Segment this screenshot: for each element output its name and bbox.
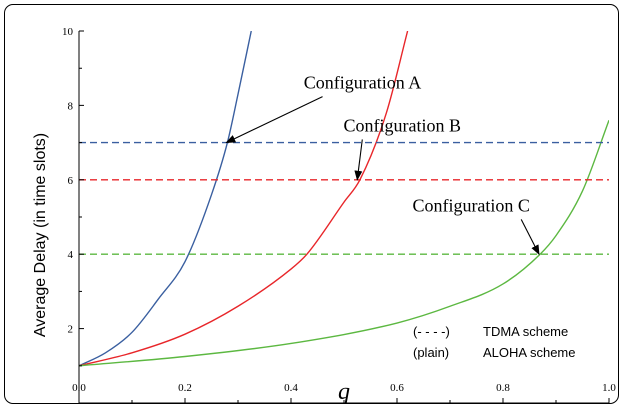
aloha-curve-config-c <box>79 120 609 367</box>
annotation-label: Configuration A <box>304 73 422 93</box>
y-tick-label: 10 <box>62 26 74 38</box>
legend-label-aloha: ALOHA scheme <box>483 345 576 360</box>
legend: (- - - -) TDMA scheme (plain) ALOHA scheme <box>413 324 576 360</box>
legend-marker-tdma: (- - - -) <box>413 324 450 339</box>
series-layer <box>79 31 609 367</box>
y-axis-label: Average Delay (in time slots) <box>32 133 49 337</box>
aloha-curve-config-b <box>79 31 409 367</box>
annotation-arrow <box>225 96 323 144</box>
annotation-arrow <box>520 219 540 256</box>
annotation-layer: Configuration A Configuration B Configurat… <box>225 73 540 256</box>
x-tick-label: 0.4 <box>284 382 298 394</box>
legend-label-tdma: TDMA scheme <box>483 324 568 339</box>
y-tick-label: 4 <box>68 249 74 261</box>
y-tick-label: 6 <box>68 175 74 187</box>
annotation-label: Configuration B <box>344 115 462 135</box>
legend-marker-aloha: (plain) <box>413 345 449 360</box>
annotation-label: Configuration C <box>412 195 530 215</box>
x-axis-label: q <box>338 379 350 404</box>
annotation-arrow <box>354 139 363 181</box>
x-tick-label: 0.0 <box>72 382 86 394</box>
axes-layer: 2 4 6 8 10 0.0 0.2 0.4 0.6 0.8 1.0 q Average Delay (… <box>32 26 616 404</box>
x-tick-label: 0.8 <box>496 382 510 394</box>
x-tick-label: 1.0 <box>602 382 616 394</box>
y-tick-label: 2 <box>68 324 74 336</box>
chart-frame: 2 4 6 8 10 0.0 0.2 0.4 0.6 0.8 1.0 q Average Delay (… <box>4 4 619 404</box>
x-tick-label: 0.6 <box>390 382 404 394</box>
line-chart: 2 4 6 8 10 0.0 0.2 0.4 0.6 0.8 1.0 q Average Delay (… <box>32 26 616 404</box>
aloha-curve-config-a <box>79 31 252 367</box>
y-tick-label: 8 <box>68 100 74 112</box>
x-tick-label: 0.2 <box>178 382 192 394</box>
